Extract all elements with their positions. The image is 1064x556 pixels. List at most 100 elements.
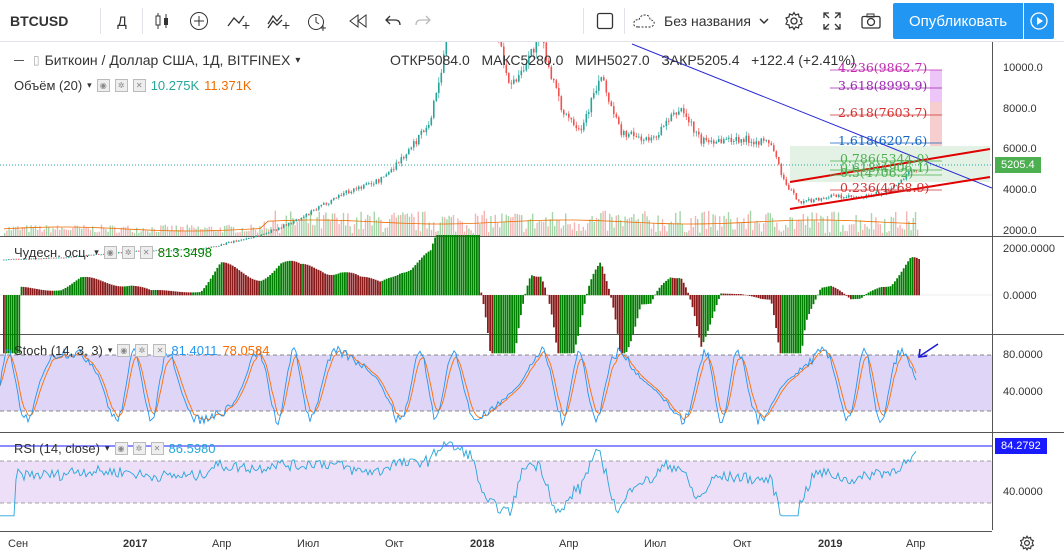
main-series-title[interactable]: Биткоин / Доллар США, 1Д, BITFINEX — [45, 52, 291, 68]
close-icon[interactable]: ✕ — [153, 344, 166, 357]
price-axis[interactable]: 10000.0 8000.0 6000.0 4000.0 2000.0 — [993, 42, 1064, 236]
volume-bar — [457, 219, 458, 236]
time-tick: Окт — [733, 538, 752, 550]
layout-checkbox-icon[interactable] — [592, 0, 618, 42]
ao-bar — [835, 288, 837, 295]
ao-bar — [683, 283, 685, 296]
candle-body — [313, 210, 315, 211]
volume-bar — [404, 215, 405, 236]
fullscreen-icon[interactable] — [818, 0, 846, 42]
annotation-arrow — [920, 344, 938, 356]
ao-bar — [513, 295, 515, 353]
volume-bar — [484, 211, 485, 236]
ao-tick: 2000.0000 — [1003, 243, 1055, 255]
candle-body — [278, 228, 280, 230]
candle-body — [273, 230, 275, 231]
indicators-icon[interactable] — [264, 0, 294, 42]
ao-bar — [905, 265, 907, 296]
candle-body — [623, 131, 625, 135]
chevron-down-icon[interactable]: ▾ — [295, 55, 300, 66]
chevron-down-icon[interactable]: ▾ — [108, 345, 113, 356]
volume-bar — [840, 232, 841, 236]
ao-bar — [894, 281, 896, 295]
ao-bar — [337, 274, 339, 296]
add-indicator-icon[interactable] — [185, 0, 213, 42]
ao-bar — [148, 289, 150, 295]
volume-bar — [343, 213, 344, 236]
stoch-axis[interactable]: 80.0000 40.0000 — [993, 335, 1064, 432]
volume-bar — [820, 216, 821, 236]
redo-icon[interactable] — [410, 0, 436, 42]
candle-body — [8, 259, 10, 260]
volume-bar — [770, 213, 771, 236]
ao-bar — [227, 263, 229, 295]
candle-body — [568, 114, 570, 118]
ao-bar — [179, 292, 181, 295]
time-axis[interactable]: Сен 2017 Апр Июл Окт 2018 Апр Июл Окт 20… — [0, 531, 992, 556]
bookmark-icon[interactable]: ▯ — [33, 53, 40, 67]
undo-icon[interactable] — [380, 0, 406, 42]
publish-menu-button[interactable] — [1024, 3, 1054, 39]
volume-bar — [382, 232, 383, 236]
visibility-eye-icon[interactable]: ◉ — [115, 442, 128, 455]
collapse-icon[interactable] — [14, 60, 24, 61]
chevron-down-icon[interactable]: ▾ — [94, 247, 99, 258]
interval-selector[interactable]: Д — [108, 0, 136, 42]
stoch-label[interactable]: Stoch (14, 3, 3) — [14, 343, 103, 358]
chart-settings-gear-icon[interactable] — [1014, 531, 1040, 555]
candle-body — [761, 138, 763, 144]
settings-gear-icon[interactable] — [780, 0, 808, 42]
ao-label[interactable]: Чудесн. осц. — [14, 245, 89, 260]
volume-bar — [66, 230, 67, 236]
settings-gear-icon[interactable]: ✲ — [115, 79, 128, 92]
volume-bar — [453, 215, 454, 236]
publish-button[interactable]: Опубликовать — [893, 3, 1023, 39]
ao-bar — [901, 272, 903, 296]
candle-body — [826, 198, 828, 199]
settings-gear-icon[interactable]: ✲ — [133, 442, 146, 455]
ao-bar — [478, 235, 480, 295]
compare-icon[interactable] — [224, 0, 254, 42]
ao-bar — [126, 286, 128, 295]
volume-bar — [299, 220, 300, 236]
chevron-down-icon[interactable]: ▾ — [105, 443, 110, 454]
camera-icon[interactable] — [857, 0, 885, 42]
volume-bar — [602, 211, 603, 236]
settings-gear-icon[interactable]: ✲ — [135, 344, 148, 357]
ao-bar — [131, 286, 133, 296]
alert-clock-icon[interactable] — [303, 0, 331, 42]
visibility-eye-icon[interactable]: ◉ — [117, 344, 130, 357]
volume-bar — [279, 233, 280, 236]
symbol-search[interactable]: BTCUSD — [10, 0, 62, 42]
chevron-down-icon[interactable]: ▾ — [87, 80, 92, 91]
close-icon[interactable]: ✕ — [151, 442, 164, 455]
replay-icon[interactable] — [344, 0, 372, 42]
candle-body — [781, 164, 783, 175]
candle-body — [598, 81, 600, 91]
volume-bar — [882, 233, 883, 236]
volume-bar — [767, 213, 768, 236]
volume-bar — [358, 229, 359, 236]
settings-gear-icon[interactable]: ✲ — [122, 246, 135, 259]
ao-bar — [918, 259, 920, 295]
volume-bar — [50, 233, 51, 236]
chart-type-candles-icon[interactable] — [148, 0, 176, 42]
volume-label[interactable]: Объём (20) — [14, 78, 82, 93]
close-icon[interactable]: ✕ — [133, 79, 146, 92]
layout-menu[interactable]: Без названия — [632, 0, 774, 42]
last-price-tag: 5205.4 — [995, 157, 1041, 173]
ao-bar — [670, 278, 672, 296]
volume-bar — [360, 212, 361, 236]
visibility-eye-icon[interactable]: ◉ — [104, 246, 117, 259]
ao-bar — [87, 277, 89, 295]
ao-axis[interactable]: 2000.0000 0.0000 — [993, 237, 1064, 334]
visibility-eye-icon[interactable]: ◉ — [97, 79, 110, 92]
ao-bar — [650, 295, 652, 304]
rsi-label[interactable]: RSI (14, close) — [14, 441, 100, 456]
ao-bar — [601, 266, 603, 295]
candle-body — [366, 183, 368, 184]
close-icon[interactable]: ✕ — [140, 246, 153, 259]
ao-bar — [524, 294, 526, 295]
candle-body — [358, 187, 360, 189]
volume-bar — [754, 222, 755, 236]
